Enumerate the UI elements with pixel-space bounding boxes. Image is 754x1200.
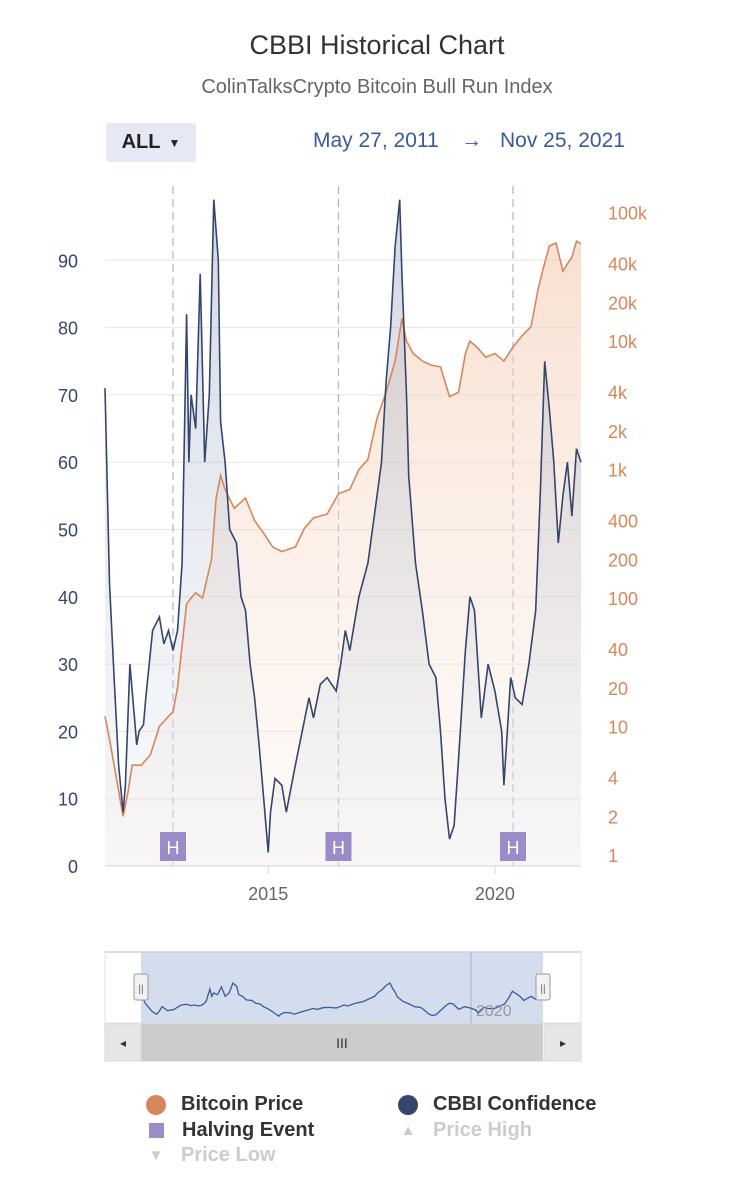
scrollbar[interactable]: III ◂ ▸ [104,1023,582,1062]
left-tick-label: 10 [58,790,78,810]
legend-price-low-label: Price Low [181,1144,276,1166]
left-tick-label: 60 [58,453,78,473]
navigator-series-line [140,982,544,1018]
left-axis: 0 10 20 30 40 50 60 70 80 90 [58,251,78,877]
triangle-down-icon: ▼ [148,1147,164,1164]
legend-price-high-label: Price High [433,1119,532,1141]
right-tick-label: 10k [608,332,638,352]
halving-marker-label: H [507,838,520,858]
x-tick-label: 2015 [248,884,288,904]
arrow-left-icon: ◂ [120,1036,126,1050]
legend-circle-icon [146,1094,166,1115]
navigator-left-handle-grip: || [138,984,143,995]
legend-circle-icon [398,1094,418,1115]
left-tick-label: 90 [58,251,78,271]
x-tick-label: 2020 [475,884,515,904]
right-tick-label: 200 [608,550,638,570]
scrollbar-thumb[interactable] [141,1024,543,1061]
navigator-right-handle[interactable]: || [535,973,551,1001]
price-line[interactable] [104,239,582,817]
triangle-up-icon: ▲ [400,1122,416,1139]
left-tick-label: 80 [58,319,78,339]
left-tick-label: 30 [58,655,78,675]
halving-marker-label: H [332,838,345,858]
right-axis: 1 2 4 10 20 40 100 200 400 1k 2k 4k 10k 20k 40k 100k [608,204,648,866]
legend-cbbi-confidence-label: CBBI Confidence [433,1093,597,1115]
right-tick-label: 2k [608,422,628,442]
right-tick-label: 1k [608,461,628,481]
navigator-left-handle[interactable]: || [133,973,149,1001]
right-tick-label: 20 [608,679,628,699]
legend-bitcoin-price-label: Bitcoin Price [181,1093,304,1115]
legend-square-icon [149,1123,164,1138]
legend-price-low[interactable]: ▼ Price Low [146,1144,276,1167]
legend-price-high[interactable]: ▲ Price High [398,1119,532,1142]
date-arrow: → [461,129,482,152]
halving-marker [500,832,526,861]
left-tick-label: 40 [58,588,78,608]
halving-marker [160,832,186,861]
right-tick-label: 100k [608,204,648,224]
range-selector-button[interactable]: ALL ▼ [106,123,196,162]
chart-title: CBBI Historical Chart [249,30,505,60]
cbbi-area [105,199,581,866]
halving-marker-label: H [167,838,180,858]
right-tick-label: 4k [608,383,628,403]
chart-subtitle: ColinTalksCrypto Bitcoin Bull Run Index [201,76,553,98]
scroll-left-button[interactable]: ◂ [104,1023,142,1062]
scrollbar-grip-icon: III [336,1035,348,1051]
left-tick-label: 50 [58,521,78,541]
start-date[interactable]: May 27, 2011 [313,129,439,152]
right-tick-label: 4 [608,769,618,789]
legend-halving-event[interactable]: Halving Event [146,1119,314,1142]
halving-marker [325,832,352,861]
navigator-tick-label: 2020 [476,1003,512,1020]
legend-halving-event-label: Halving Event [182,1119,315,1141]
x-axis: 2015 2020 [248,866,515,904]
navigator-right-handle-grip: || [540,984,545,995]
right-tick-label: 2 [608,807,618,827]
end-date[interactable]: Nov 25, 2021 [500,129,625,152]
scroll-right-button[interactable]: ▸ [544,1023,582,1062]
right-tick-label: 10 [608,718,628,738]
navigator[interactable]: 2020 || || [104,951,582,1024]
arrow-right-icon: ▸ [560,1036,566,1050]
left-tick-label: 0 [68,857,78,877]
caret-down-icon: ▼ [168,135,181,150]
right-tick-label: 40k [608,255,638,275]
right-tick-label: 20k [608,293,638,313]
right-tick-label: 40 [608,640,628,660]
legend-bitcoin-price[interactable]: Bitcoin Price [146,1093,303,1116]
left-tick-label: 20 [58,722,78,742]
range-selector-label: ALL [121,131,161,153]
right-tick-label: 1 [608,846,618,866]
left-tick-label: 70 [58,386,78,406]
legend-cbbi-confidence[interactable]: CBBI Confidence [398,1093,596,1116]
right-tick-label: 100 [608,589,638,609]
right-tick-label: 400 [608,512,638,532]
cbbi-line[interactable] [104,199,582,853]
